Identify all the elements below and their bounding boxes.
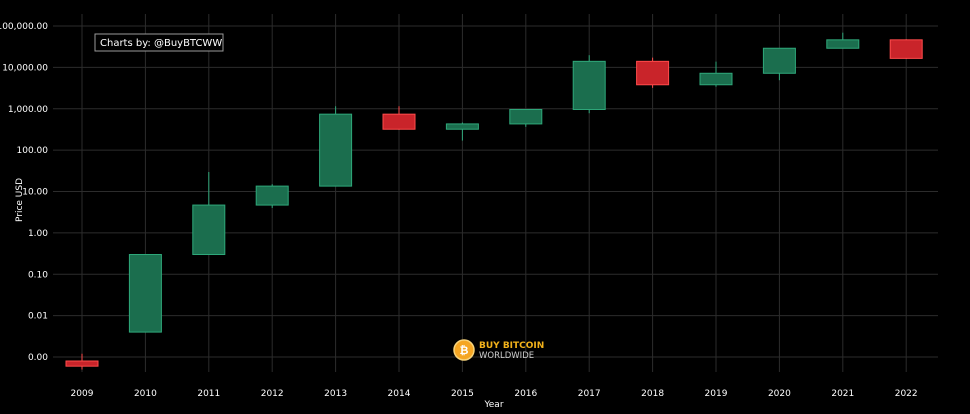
- x-axis-title: Year: [483, 400, 503, 410]
- credit-text: Charts by: @BuyBTCWW: [100, 38, 222, 49]
- x-tick-label: 2012: [261, 389, 284, 399]
- candle-2010: [128, 254, 162, 333]
- x-tick-label: 2016: [514, 389, 537, 399]
- candle-2020: [762, 47, 796, 81]
- candle-body: [699, 72, 733, 86]
- x-tick-label: 2022: [895, 389, 918, 399]
- x-tick-label: 2009: [71, 389, 94, 399]
- candle-2012: [255, 184, 289, 208]
- y-tick-label: 0.01: [28, 312, 48, 322]
- y-tick-label: 1.00: [28, 229, 48, 239]
- grid-layer: [53, 14, 938, 372]
- x-tick-label: 2013: [324, 389, 347, 399]
- y-tick-label: 0.00: [28, 353, 48, 363]
- candle-2014: [382, 106, 416, 130]
- x-tick-label: 2021: [831, 389, 854, 399]
- candle-body: [65, 360, 99, 367]
- x-tick-label: 2014: [388, 389, 411, 399]
- candles: [65, 32, 923, 370]
- candle-2015: [445, 122, 479, 141]
- credit-frame: [94, 33, 224, 52]
- bitcoin-symbol-glyph: ₿: [460, 344, 469, 357]
- y-tick-label: 10,000.00: [2, 63, 48, 73]
- y-tick-label: 100.00: [17, 146, 49, 156]
- candle-2011: [192, 172, 226, 256]
- x-tick-label: 2010: [134, 389, 157, 399]
- candle-body: [192, 204, 226, 256]
- x-tick-label: 2018: [641, 389, 664, 399]
- watermark-subtitle: WORLDWIDE: [479, 351, 534, 361]
- candle-body: [509, 108, 543, 125]
- watermark-logo: ₿ BUY BITCOIN WORLDWIDE: [453, 339, 544, 361]
- candle-body: [445, 123, 479, 130]
- y-tick-label: 10.00: [22, 188, 48, 198]
- x-tick-label: 2019: [705, 389, 728, 399]
- y-tick-label: 0.10: [28, 270, 48, 280]
- x-tick-label: 2020: [768, 389, 791, 399]
- candle-2017: [572, 55, 606, 114]
- y-axis-title: Price USD: [15, 178, 25, 222]
- x-tick-label: 2015: [451, 389, 474, 399]
- candle-body: [382, 113, 416, 130]
- candle-2013: [319, 106, 353, 187]
- tick-labels: 0.00 0.01 0.10 1.00 10.00 100.00 1,000.00 10,00…: [0, 22, 918, 399]
- candle-body: [889, 39, 923, 59]
- candle-2021: [826, 32, 860, 49]
- candle-body: [319, 113, 353, 187]
- candle-body: [255, 185, 289, 206]
- y-tick-label: 100,000.00: [0, 22, 48, 32]
- candle-2019: [699, 61, 733, 87]
- candle-body: [572, 60, 606, 110]
- x-tick-label: 2017: [578, 389, 601, 399]
- candle-2016: [509, 108, 543, 127]
- candle-body: [128, 254, 162, 333]
- bitcoin-coin-icon: [453, 339, 475, 361]
- watermark-title: BUY BITCOIN: [479, 341, 544, 351]
- candle-2022: [889, 39, 923, 59]
- x-tick-label: 2011: [197, 389, 220, 399]
- y-tick-label: 1,000.00: [8, 105, 48, 115]
- candle-body: [762, 47, 796, 74]
- candle-2018: [636, 57, 670, 88]
- candle-body: [636, 60, 670, 86]
- candle-2009: [65, 353, 99, 370]
- candle-body: [826, 39, 860, 49]
- credit-box: Charts by: @BuyBTCWW: [94, 33, 224, 52]
